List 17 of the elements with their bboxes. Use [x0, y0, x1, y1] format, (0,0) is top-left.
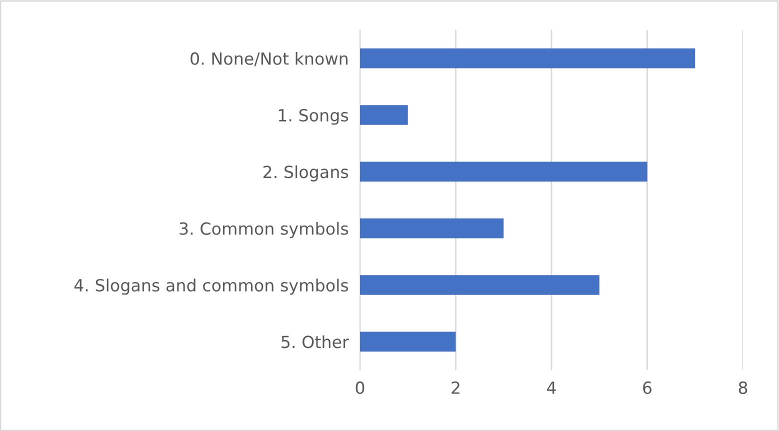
bar [360, 105, 408, 125]
y-tick-label: 2. Slogans [263, 165, 348, 182]
x-tick-label: 6 [643, 381, 652, 394]
x-tick-label: 0 [356, 381, 364, 394]
x-tick-label: 4 [547, 382, 556, 394]
bar [360, 162, 648, 182]
x-tick-label: 8 [738, 381, 748, 394]
bar [360, 218, 504, 238]
y-tick-label: 0. None/Not known [190, 52, 348, 66]
bar [360, 275, 600, 295]
x-tick-label: 2 [452, 381, 460, 394]
y-tick-label: 4. Slogans and common symbols [74, 278, 348, 295]
bar [360, 332, 456, 352]
y-tick-label: 1. Songs [278, 108, 348, 125]
bar [360, 48, 696, 68]
y-tick-label: 5. Other [282, 335, 349, 348]
y-tick-label: 3. Common symbols [180, 222, 348, 238]
